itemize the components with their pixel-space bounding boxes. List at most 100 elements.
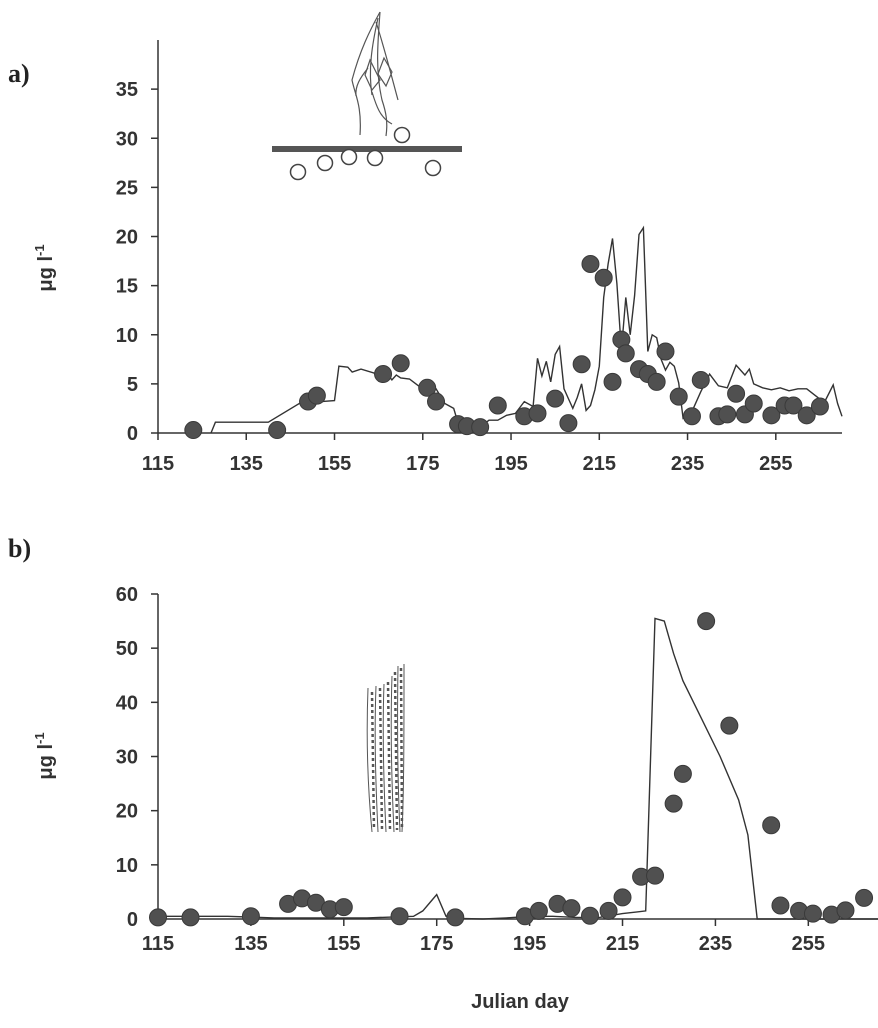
panel-a-data-point: [427, 392, 446, 411]
panel-a-ylabel: μg l-1: [32, 244, 57, 291]
y-tick-label: 60: [116, 584, 138, 606]
panel-a-data-point: [682, 407, 701, 426]
panel-b: b) μg l-1 Julian day 0 10 20 30 40 50 60 115 135…: [8, 534, 878, 1013]
panel-a-data-point: [762, 406, 781, 425]
x-tick-label: 255: [759, 453, 792, 475]
panel-a-data-point: [797, 406, 816, 425]
panel-b-data-point: [697, 612, 716, 631]
x-tick-label: 235: [671, 453, 704, 475]
y-tick-label: 0: [127, 423, 138, 445]
cell-circle: [366, 149, 384, 167]
y-tick-label: 50: [116, 638, 138, 660]
y-tick-label: 10: [116, 325, 138, 347]
panel-b-data-point: [664, 794, 683, 813]
panel-b-data-point: [334, 898, 353, 917]
filament-colony-illustration-b: [366, 663, 405, 833]
x-tick-label: 175: [406, 453, 439, 475]
y-tick-label: 20: [116, 801, 138, 823]
panel-b-data-point: [562, 899, 581, 918]
panel-a-data-point: [647, 372, 666, 391]
panel-b-label: b): [8, 534, 31, 563]
cell-circle: [393, 126, 411, 144]
panel-a-data-point: [581, 255, 600, 274]
panel-a-data-point: [546, 389, 565, 408]
panel-b-data-point: [599, 901, 618, 920]
panel-b-data-point: [613, 888, 632, 907]
x-tick-label: 195: [494, 453, 527, 475]
y-tick-label: 5: [127, 374, 138, 396]
panel-b-data-point: [181, 908, 200, 927]
panel-a-data-point: [669, 387, 688, 406]
panel-a-data-point: [594, 268, 613, 287]
y-tick-label: 40: [116, 692, 138, 714]
x-tick-label: 135: [230, 453, 263, 475]
y-tick-label: 15: [116, 276, 138, 298]
panel-b-data-point: [720, 716, 739, 735]
filament-illustration-a: [351, 11, 399, 137]
panel-a-label: a): [8, 59, 30, 88]
x-tick-label: 215: [606, 933, 639, 955]
panel-b-data-point: [836, 901, 855, 920]
panel-b-ylabel-text: μg l: [35, 744, 57, 780]
panel-a-data-point: [718, 405, 737, 424]
panel-a-data-point: [572, 355, 591, 374]
y-tick-label: 30: [116, 747, 138, 769]
panel-b-data-point: [803, 904, 822, 923]
panel-a-data-point: [727, 384, 746, 403]
panel-a-data-point: [374, 365, 393, 384]
panel-a-data-point: [471, 418, 490, 437]
cell-circle: [289, 163, 307, 181]
panel-a: a) μg l-1 0 5 10 15 20 25 30 35 115 135 155 175 195 2…: [8, 11, 843, 475]
x-tick-label: 115: [142, 453, 174, 475]
panel-a-data-point: [603, 372, 622, 391]
y-tick-label: 10: [116, 855, 138, 877]
panel-a-data-point: [418, 378, 437, 397]
cell-circle: [316, 154, 334, 172]
panel-a-data-point: [184, 421, 203, 440]
y-tick-label: 30: [116, 128, 138, 150]
panel-b-data-point: [149, 908, 167, 927]
panel-a-data-point: [559, 414, 578, 433]
panel-b-data-point: [241, 907, 260, 926]
panel-a-ylabel-text: μg l: [35, 256, 57, 292]
x-tick-label: 135: [234, 933, 267, 955]
y-tick-label: 25: [116, 177, 138, 199]
x-tick-label: 195: [513, 933, 546, 955]
x-tick-label: 255: [792, 933, 825, 955]
panel-b-data-point: [673, 764, 692, 783]
panel-a-data-point: [616, 344, 635, 363]
settling-bar: [272, 146, 462, 152]
panel-b-data-point: [771, 896, 790, 915]
panel-b-data-point: [855, 888, 874, 907]
panel-b-data-point: [446, 908, 465, 927]
x-tick-label: 175: [420, 933, 453, 955]
panel-b-line-series: [158, 617, 878, 920]
panel-a-data-point: [528, 404, 547, 423]
x-tick-label: 215: [583, 453, 616, 475]
y-tick-label: 20: [116, 227, 138, 249]
panel-a-data-point: [784, 396, 803, 415]
panel-a-data-point: [691, 370, 710, 389]
panel-b-data-point: [646, 866, 665, 885]
x-tick-label: 115: [142, 933, 174, 955]
cell-circle: [340, 148, 358, 166]
x-tick-label: 155: [327, 933, 360, 955]
panel-b-data-point: [529, 901, 548, 920]
settling-illustration-a: [272, 126, 462, 181]
panel-b-xlabel: Julian day: [471, 991, 570, 1013]
panel-a-data-point: [391, 354, 410, 373]
y-tick-label: 0: [127, 909, 138, 931]
panel-a-data-point: [307, 386, 326, 405]
panel-a-ylabel-exponent: -1: [32, 244, 47, 256]
panel-a-data-point: [656, 342, 675, 361]
panel-a-data-point: [810, 397, 829, 416]
panel-b-ylabel: μg l-1: [32, 732, 57, 779]
x-tick-label: 155: [318, 453, 351, 475]
panel-a-line-series: [210, 225, 843, 434]
panel-b-ylabel-exponent: -1: [32, 732, 47, 744]
panel-b-data-point: [581, 906, 599, 925]
panel-a-data-point: [268, 421, 287, 440]
x-tick-label: 235: [699, 933, 732, 955]
y-tick-label: 35: [116, 79, 138, 101]
